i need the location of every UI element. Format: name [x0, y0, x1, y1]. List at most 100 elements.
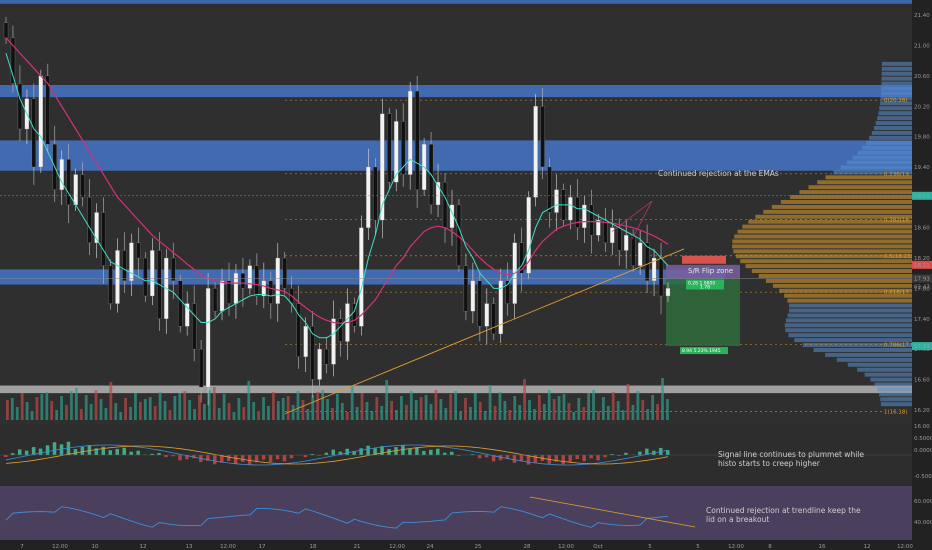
volume-bar: [40, 394, 44, 420]
profile-bar: [873, 125, 912, 130]
candle-body: [526, 197, 531, 274]
candle-body: [484, 303, 489, 327]
volume-bar: [65, 405, 68, 420]
profile-bar: [788, 308, 912, 313]
profile-bar: [871, 130, 912, 135]
macd-histogram-bar: [275, 455, 280, 460]
volume-bar: [404, 405, 408, 420]
macd-pane: [0, 441, 912, 466]
price-tick-label: 20.20: [914, 104, 930, 110]
volume-tick-label: 16.00: [914, 424, 930, 430]
candle-body: [261, 280, 266, 297]
volume-bar: [478, 402, 482, 420]
macd-histogram-bar: [150, 453, 154, 455]
profile-bar: [879, 101, 912, 106]
volume-bar: [232, 412, 236, 420]
profile-bar: [737, 229, 912, 234]
sr-flip-label: S/R Flip zone: [688, 267, 733, 275]
volume-bar: [616, 401, 620, 420]
macd-histogram-bar: [470, 454, 475, 455]
macd-histogram-bar: [456, 455, 461, 456]
candle-body: [575, 197, 580, 228]
profile-bar: [880, 91, 912, 96]
candle-body: [603, 219, 608, 244]
profile-bar: [742, 224, 912, 229]
volume-bar: [178, 393, 182, 420]
ema-rejection-note: Continued rejection at the EMAs: [658, 169, 779, 178]
candle-body: [338, 318, 343, 342]
volume-bar: [390, 401, 393, 420]
zone-zone-20-4: [0, 85, 912, 98]
macd-histogram-bar: [331, 449, 336, 455]
support-trendline: [284, 248, 685, 415]
profile-bar: [748, 219, 912, 224]
price-axis[interactable]: 21.4021.0020.6020.2019.8019.4019.0018.60…: [912, 0, 932, 550]
profile-bar: [787, 298, 912, 303]
volume-bar: [79, 409, 83, 420]
volume-bar: [10, 398, 14, 420]
time-tick-label: 12:00: [897, 544, 913, 550]
macd-histogram-bar: [617, 455, 621, 456]
macd-note: Signal line continues to plummet while h…: [718, 450, 864, 468]
candle-body: [73, 174, 78, 206]
profile-bar: [784, 293, 912, 298]
macd-tick-label: 0.0000: [914, 448, 932, 454]
volume-bar: [25, 402, 29, 420]
macd-histogram-bar: [38, 448, 43, 455]
volume-bar: [336, 394, 339, 420]
volume-bar: [636, 391, 640, 420]
macd-histogram-bar: [645, 448, 649, 455]
profile-bar: [870, 377, 912, 382]
volume-bar: [547, 390, 551, 420]
macd-histogram-bar: [436, 448, 440, 455]
candle-body: [533, 106, 538, 198]
volume-bar: [666, 399, 669, 420]
profile-bar: [808, 185, 912, 190]
volume-bar: [217, 408, 221, 420]
time-tick-label: 21: [354, 544, 361, 550]
candle-body: [219, 280, 225, 312]
volume-bar: [198, 395, 201, 420]
fib-label: 0.618(17.75): [884, 290, 920, 296]
macd-histogram-bar: [638, 451, 642, 455]
volume-bar: [518, 405, 522, 420]
macd-histogram-bar: [206, 455, 210, 461]
macd-histogram-bar: [73, 449, 78, 455]
macd-histogram-bar: [526, 455, 531, 465]
candle-body: [408, 90, 413, 175]
volume-bar: [601, 397, 605, 420]
profile-bar: [857, 150, 912, 155]
candle-body: [317, 348, 322, 380]
rsi-trendline: [529, 496, 696, 528]
macd-histogram-bar: [408, 448, 412, 455]
volume-bar: [340, 403, 344, 420]
rsi-note: Continued rejection at trendline keep th…: [706, 506, 861, 524]
candle-body: [115, 250, 120, 304]
time-axis[interactable]: 7 12:00 10 12 13 12:00 17 18 21 12:00 24 25 28 12:00 O…: [0, 540, 932, 550]
candle-body: [38, 75, 43, 168]
rsi-tick-label: 60.0000: [914, 499, 932, 505]
profile-bar: [864, 372, 912, 377]
macd-histogram-bar: [624, 452, 628, 455]
profile-bar: [833, 170, 912, 175]
volume-bar: [35, 397, 39, 420]
volume-bar: [646, 409, 650, 420]
candle-body: [59, 159, 64, 190]
time-tick-label: 12:00: [220, 544, 236, 550]
volume-bar: [365, 402, 369, 420]
macd-histogram-bar: [324, 452, 329, 455]
profile-bar: [881, 71, 912, 76]
profile-bar: [763, 209, 912, 214]
volume-bar: [385, 380, 389, 420]
profile-bar: [732, 244, 912, 249]
profile-bar: [862, 145, 912, 150]
profile-bar: [784, 323, 912, 328]
profile-bar: [836, 357, 912, 362]
profile-bar: [825, 352, 912, 357]
profile-bar: [771, 204, 912, 209]
volume-bar: [281, 398, 285, 420]
volume-bar: [227, 403, 231, 420]
